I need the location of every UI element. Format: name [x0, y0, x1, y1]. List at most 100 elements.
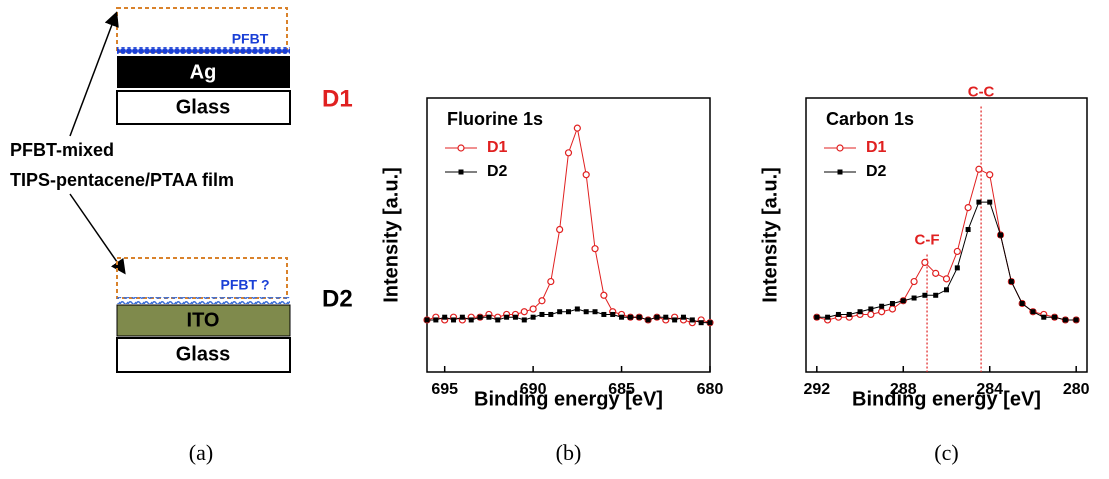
arrow	[69, 193, 126, 275]
annotation: C-C	[968, 83, 995, 100]
legend-marker	[458, 169, 464, 175]
arrow	[69, 11, 119, 137]
marker	[976, 199, 982, 205]
legend-label: D1	[866, 139, 887, 156]
marker	[846, 311, 852, 317]
marker	[504, 314, 510, 320]
marker	[564, 149, 573, 157]
marker	[645, 317, 651, 323]
marker	[1030, 309, 1036, 315]
marker	[1008, 279, 1014, 285]
marker	[557, 309, 563, 315]
marker	[987, 199, 993, 205]
marker	[442, 314, 448, 320]
plot-frame	[805, 97, 1088, 373]
marker	[512, 314, 518, 320]
x-tick-label: 288	[890, 381, 917, 398]
series-line	[426, 126, 711, 324]
marker	[933, 292, 939, 298]
marker	[825, 314, 831, 320]
schematic: PFBT Ag Glass D1 PFBT-mixed TIPS-pentace…	[10, 7, 353, 465]
substrate	[116, 337, 291, 373]
film-box	[116, 7, 288, 53]
legend-marker	[837, 169, 843, 175]
marker	[921, 258, 929, 266]
marker	[627, 314, 633, 320]
x-tick-label: 680	[697, 381, 724, 398]
marker	[433, 317, 439, 323]
marker	[636, 314, 642, 320]
marker	[680, 314, 686, 320]
metal-layer	[117, 56, 290, 88]
marker	[707, 320, 713, 326]
x-axis-label: Binding energy [eV]	[852, 388, 1041, 410]
electrode-layer	[116, 304, 291, 337]
marker	[857, 309, 863, 315]
panel-caption: (b)	[556, 440, 582, 465]
marker	[548, 311, 554, 317]
marker	[663, 314, 669, 320]
marker	[538, 297, 546, 305]
x-tick-label: 695	[431, 381, 458, 398]
marker	[889, 301, 895, 306]
marker	[583, 309, 589, 315]
marker	[582, 171, 590, 179]
marker	[954, 265, 960, 271]
legend-marker	[836, 144, 844, 152]
panel-caption: (c)	[934, 440, 958, 465]
marker	[1073, 317, 1079, 323]
marker	[965, 227, 971, 233]
marker	[888, 305, 897, 313]
device-label: D1	[322, 85, 353, 112]
marker	[922, 292, 928, 298]
panel-caption: (a)	[189, 440, 213, 465]
y-axis-label: Intensity [a.u.]	[759, 167, 781, 303]
marker	[910, 277, 918, 286]
marker	[520, 308, 528, 316]
marker	[953, 247, 961, 256]
marker	[486, 314, 492, 320]
x-tick-label: 284	[976, 381, 1003, 398]
marker	[547, 277, 555, 286]
marker	[459, 314, 465, 320]
layer-label: PFBT	[232, 31, 269, 47]
marker	[601, 311, 607, 317]
film-label: TIPS-pentacene/PTAA film	[10, 170, 234, 190]
marker	[566, 309, 571, 315]
substrate	[116, 90, 291, 125]
marker	[1041, 314, 1047, 320]
marker	[539, 311, 545, 317]
marker	[1062, 317, 1068, 323]
marker	[986, 171, 994, 179]
marker	[424, 317, 430, 323]
marker	[868, 306, 874, 312]
annotation: C-F	[915, 231, 940, 248]
x-axis-label: Binding energy [eV]	[474, 388, 663, 410]
x-tick-label: 292	[803, 381, 830, 398]
x-tick-label: 280	[1063, 381, 1090, 398]
marker	[911, 295, 917, 301]
marker	[610, 311, 616, 317]
device-label: D2	[322, 285, 353, 312]
marker	[835, 311, 841, 317]
marker	[573, 124, 581, 132]
layer-label: ITO	[187, 309, 220, 331]
series-line	[816, 201, 1077, 321]
legend-label: D2	[866, 163, 887, 180]
marker	[619, 314, 625, 320]
marker	[867, 310, 875, 319]
layer-label: Glass	[176, 343, 230, 365]
legend-marker	[457, 144, 465, 152]
marker	[592, 309, 598, 315]
marker	[591, 245, 599, 253]
marker	[600, 291, 608, 299]
marker	[495, 317, 501, 323]
marker	[998, 232, 1004, 238]
layer-label: PFBT ?	[221, 277, 270, 293]
y-axis-label: Intensity [a.u.]	[380, 167, 402, 303]
marker	[698, 320, 704, 326]
layer-label: Glass	[176, 96, 230, 118]
pfbt-layer	[117, 297, 290, 304]
marker	[521, 317, 527, 323]
